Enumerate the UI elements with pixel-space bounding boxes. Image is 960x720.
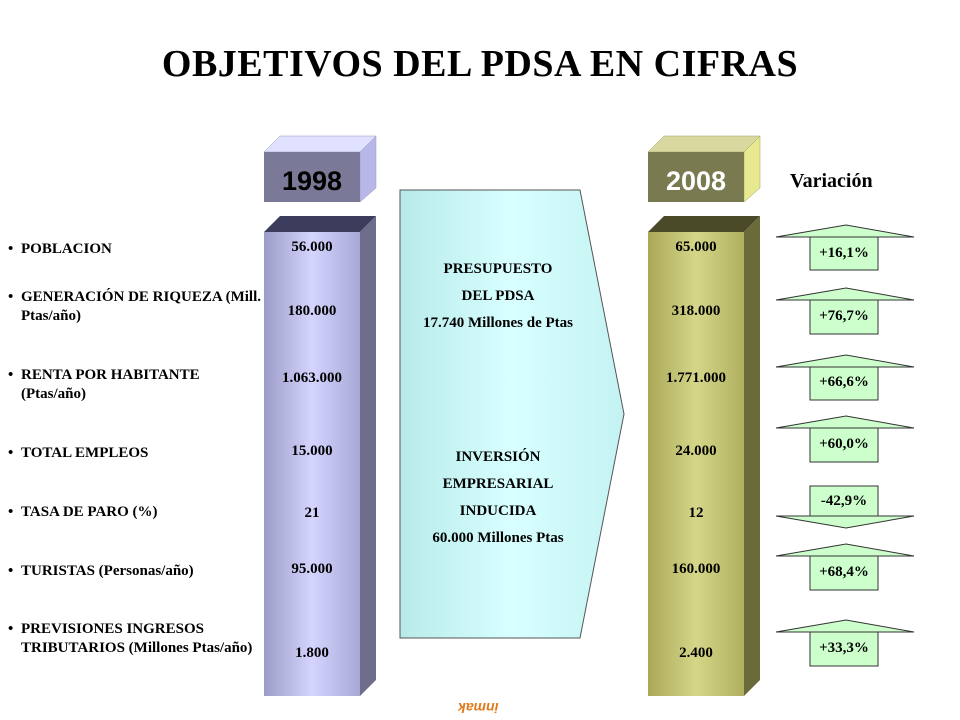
value-1998: 1.063.000 [282,370,342,386]
arrow-panel [399,189,625,639]
value-1998: 15.000 [291,443,333,459]
bullet-icon: • [8,289,14,305]
indicator-label: • GENERACIÓN DE RIQUEZA (Mill. Ptas/año) [8,289,262,324]
value-2008: 1.771.000 [666,370,726,386]
variation-value: -42,9% [820,493,868,509]
indicator-label: • RENTA POR HABITANTE (Ptas/año) [8,367,200,402]
budget-text: PRESUPUESTO DEL PDSA 17.740 Millones de … [423,261,573,331]
variation-value: +68,4% [819,564,869,580]
value-2008: 318.000 [671,303,721,319]
column-1998 [264,216,376,696]
value-1998: 180.000 [287,303,337,319]
indicator-label: • TURISTAS (Personas/año) [8,563,194,579]
variation-arrow-5-down [775,485,915,529]
variation-header: Variación [790,170,873,192]
column-2008 [648,216,760,696]
value-2008: 65.000 [675,239,717,255]
value-1998: 1.800 [295,645,329,661]
indicator-label: • TASA DE PARO (%) [8,504,158,520]
bullet-icon: • [8,504,14,520]
variation-value: +76,7% [819,308,869,324]
variation-arrow-4 [775,415,915,463]
value-1998: 56.000 [291,239,333,255]
value-2008: 12 [688,505,704,521]
indicator-label: • PREVISIONES INGRESOS TRIBUTARIOS (Mill… [8,621,253,656]
variation-arrow-1 [775,224,915,271]
variation-value: +16,1% [819,245,869,261]
value-2008: 24.000 [675,443,717,459]
variation-arrow-2 [775,287,915,335]
year-1998-label: 1998 [281,166,343,196]
indicator-label: • TOTAL EMPLEOS [8,445,149,461]
variation-arrow-6 [775,543,915,591]
bullet-icon: • [8,621,14,637]
page-title: OBJETIVOS DEL PDSA EN CIFRAS [161,43,799,85]
value-1998: 21 [304,505,320,521]
year-2008-label: 2008 [665,166,727,196]
variation-value: +66,6% [819,374,869,390]
variation-arrow-7 [775,619,915,667]
value-2008: 2.400 [679,645,713,661]
variation-value: +33,3% [819,640,869,656]
year-1998-block [263,135,377,203]
year-2008-block [647,135,761,203]
value-2008: 160.000 [671,561,721,577]
variation-value: +60,0% [819,436,869,452]
variation-arrow-3 [775,354,915,401]
bullet-icon: • [8,241,14,257]
investment-text: INVERSIÓN EMPRESARIAL INDUCIDA 60.000 Mi… [432,449,564,546]
value-1998: 95.000 [291,561,333,577]
bullet-icon: • [8,445,14,461]
bullet-icon: • [8,367,14,383]
bullet-icon: • [8,563,14,579]
company-logo: inmak [458,700,499,716]
indicator-label: • POBLACION [8,241,112,257]
